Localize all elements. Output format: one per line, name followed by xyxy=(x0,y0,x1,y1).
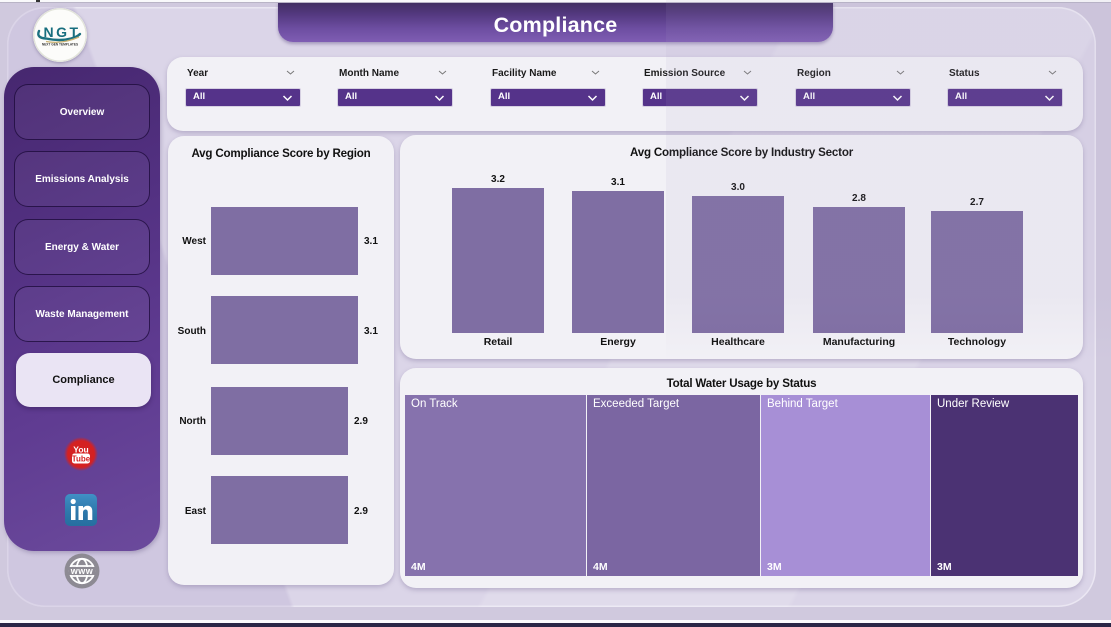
svg-text:www: www xyxy=(70,566,94,576)
svg-text:Tube: Tube xyxy=(72,455,91,464)
svg-text:NGT: NGT xyxy=(43,24,80,40)
svg-text:You: You xyxy=(73,445,88,455)
svg-text:NEXT GEN TEMPLATES: NEXT GEN TEMPLATES xyxy=(42,43,78,47)
